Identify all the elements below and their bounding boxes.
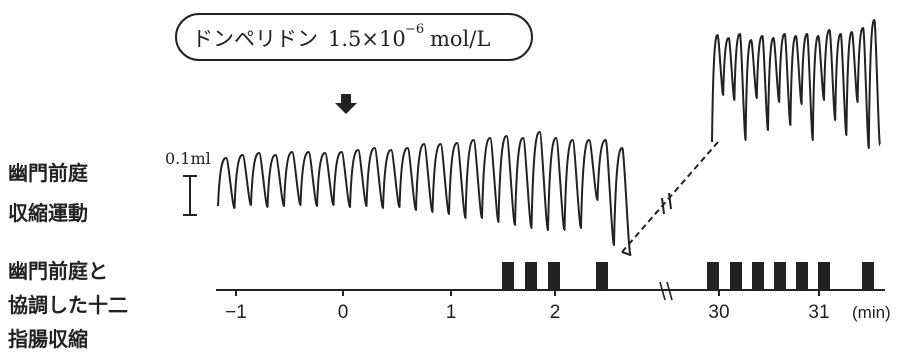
tick-label: 2 bbox=[550, 302, 561, 323]
coordinated-contraction-label-line3: 指腸収縮 bbox=[8, 327, 88, 351]
drug-label-capsule bbox=[175, 13, 533, 61]
contraction-bar bbox=[548, 262, 560, 290]
antral-motility-trace-pre-break bbox=[217, 131, 632, 256]
contraction-bar bbox=[730, 262, 742, 290]
scale-bar-label: 0.1ml bbox=[165, 149, 211, 168]
antral-motility-label-line2: 収縮運動 bbox=[8, 201, 88, 225]
time-axis: −1 0 1 2 30 31 (min) bbox=[216, 281, 891, 323]
drug-name: ドンペリドン bbox=[192, 27, 318, 51]
contraction-bar bbox=[596, 262, 608, 290]
trace-break-mark bbox=[661, 192, 672, 215]
antral-motility-trace-post-break bbox=[711, 19, 881, 149]
contraction-bar bbox=[818, 262, 830, 290]
volume-scale-bar: 0.1ml bbox=[165, 149, 211, 216]
drug-concentration-exponent: −6 bbox=[405, 22, 424, 37]
contraction-bar bbox=[502, 262, 514, 290]
drug-administration-arrow-icon bbox=[335, 94, 357, 114]
tick-label: −1 bbox=[225, 302, 247, 323]
axis-break-mark bbox=[659, 281, 673, 301]
contraction-bar bbox=[774, 262, 786, 290]
time-unit-label: (min) bbox=[852, 303, 891, 322]
antral-motility-label-line1: 幽門前庭 bbox=[8, 161, 88, 185]
contraction-bar bbox=[707, 262, 719, 290]
contraction-bar bbox=[862, 262, 874, 290]
tick-label: 0 bbox=[338, 302, 349, 323]
tick-label: 31 bbox=[808, 302, 829, 323]
coordinated-contraction-label-line2: 協調した十二 bbox=[8, 293, 128, 317]
contraction-bar bbox=[796, 262, 808, 290]
contraction-bar bbox=[752, 262, 764, 290]
drug-label: ドンペリドン 1.5×10 −6 mol/L bbox=[175, 13, 533, 61]
drug-concentration-base: 1.5×10 bbox=[328, 27, 406, 51]
tick-label: 1 bbox=[446, 302, 457, 323]
drug-concentration-unit: mol/L bbox=[430, 27, 490, 51]
tick-label: 30 bbox=[708, 302, 729, 323]
coordinated-contraction-label-line1: 幽門前庭と bbox=[8, 259, 108, 283]
contraction-bar bbox=[525, 262, 537, 290]
duodenal-contraction-events bbox=[502, 262, 874, 290]
